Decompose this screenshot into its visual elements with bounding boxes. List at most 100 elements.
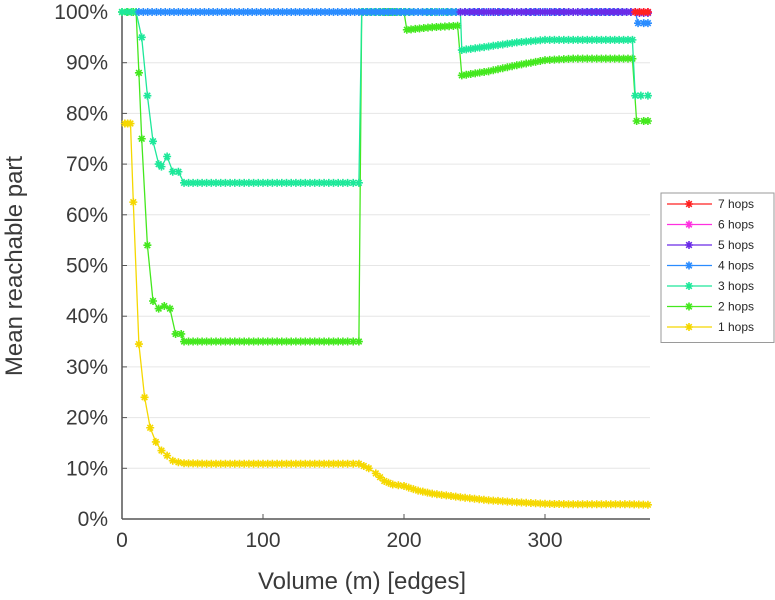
legend-marker	[685, 241, 693, 249]
data-point	[622, 8, 631, 16]
data-point	[177, 329, 186, 338]
data-point	[163, 451, 172, 460]
data-point	[263, 459, 272, 468]
data-point	[503, 8, 512, 16]
data-point	[615, 35, 624, 44]
data-point	[541, 499, 549, 508]
data-point	[230, 178, 239, 187]
data-point	[287, 337, 296, 346]
data-point	[555, 500, 564, 509]
data-point	[226, 178, 235, 187]
data-point	[630, 500, 639, 509]
data-point	[601, 8, 610, 16]
data-point	[254, 337, 263, 346]
data-point	[415, 24, 424, 33]
data-point	[209, 8, 218, 16]
data-point	[639, 19, 648, 28]
data-point	[432, 22, 441, 31]
data-point	[380, 476, 389, 485]
data-point	[526, 8, 535, 16]
data-point	[320, 178, 329, 187]
data-point	[606, 500, 615, 509]
data-point	[254, 178, 263, 187]
data-point	[249, 178, 258, 187]
legend-marker	[685, 302, 693, 311]
data-point	[522, 59, 531, 68]
data-point	[350, 8, 359, 16]
data-point	[127, 8, 136, 16]
data-point	[440, 22, 449, 31]
data-point	[489, 41, 498, 50]
data-point	[508, 62, 517, 71]
data-point	[324, 178, 333, 187]
data-point	[349, 459, 358, 468]
data-point	[610, 8, 619, 16]
data-point	[418, 487, 427, 496]
data-point	[329, 8, 338, 16]
data-point	[494, 41, 502, 50]
data-point	[442, 491, 451, 500]
data-point	[249, 459, 258, 468]
data-point	[263, 337, 272, 346]
data-point	[428, 23, 437, 32]
data-point	[564, 8, 573, 16]
data-point	[329, 178, 338, 187]
data-point	[526, 37, 535, 46]
series-2-hops	[118, 8, 652, 346]
data-point	[212, 178, 220, 187]
data-point	[184, 337, 193, 346]
data-point	[508, 39, 517, 48]
data-point	[597, 35, 606, 44]
data-point	[620, 500, 629, 509]
data-point	[536, 8, 545, 16]
legend-marker	[685, 220, 693, 229]
data-point	[550, 35, 559, 44]
data-point	[249, 337, 258, 346]
data-point	[588, 35, 596, 44]
data-point	[639, 500, 648, 509]
data-point	[628, 35, 637, 44]
data-point	[354, 459, 363, 468]
data-point	[359, 462, 368, 471]
data-point	[244, 337, 253, 346]
data-point	[541, 56, 549, 65]
data-point	[536, 499, 545, 508]
data-point	[295, 8, 304, 16]
data-point	[531, 499, 540, 508]
data-point	[315, 337, 324, 346]
data-point	[202, 178, 211, 187]
data-point	[611, 500, 620, 509]
data-point	[134, 68, 143, 77]
data-point	[573, 8, 582, 16]
data-point	[189, 178, 198, 187]
data-point	[240, 178, 249, 187]
x-tick-label: 100	[245, 529, 280, 552]
data-point	[503, 63, 512, 72]
data-point	[180, 337, 189, 346]
data-point	[503, 39, 512, 48]
data-point	[541, 8, 549, 16]
data-point	[230, 459, 239, 468]
legend-entry: 4 hops	[667, 259, 754, 273]
data-point	[531, 36, 540, 45]
data-point	[306, 178, 314, 187]
data-point	[151, 437, 160, 446]
x-axis-title: Volume (m) [edges]	[258, 568, 466, 595]
data-point	[282, 178, 291, 187]
data-point	[273, 459, 282, 468]
data-point	[315, 459, 324, 468]
data-point	[631, 8, 640, 16]
data-point	[320, 459, 329, 468]
data-point	[498, 64, 507, 73]
data-point	[616, 500, 625, 509]
data-point	[484, 42, 493, 51]
data-point	[439, 8, 448, 16]
data-point	[592, 54, 601, 63]
data-point	[304, 8, 313, 16]
series-3-hops	[118, 8, 652, 187]
data-point	[457, 46, 466, 55]
data-point	[143, 91, 152, 100]
data-point	[508, 8, 517, 16]
data-point	[137, 33, 146, 42]
data-point	[597, 500, 606, 509]
